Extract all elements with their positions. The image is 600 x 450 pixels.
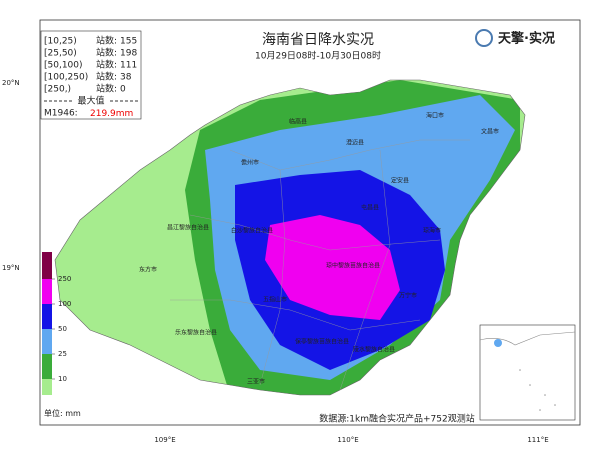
- legend-range: [100,250): [44, 73, 88, 83]
- graticule-labels: 20°N 19°N 109°E 110°E 111°E: [2, 79, 549, 444]
- color-bar-label: 250: [58, 275, 71, 283]
- color-bar-label: 25: [58, 350, 67, 358]
- legend-max-station: M1946:: [44, 109, 78, 119]
- legend-range: [50,100): [44, 61, 83, 71]
- station-legend: [10,25) 站数: 155[25,50) 站数: 198[50,100) 站数: 111…: [44, 35, 138, 119]
- inset-coast: [479, 331, 576, 346]
- color-bar-segment: [42, 279, 52, 304]
- coastline: [54, 79, 526, 396]
- legend-station-label: 站数:: [96, 59, 117, 71]
- place-label: 保亭黎族苗族自治县: [295, 338, 349, 346]
- place-label: 澄迈县: [346, 139, 364, 147]
- source: 数据源:1km融合实况产品+752观测站: [319, 413, 474, 425]
- place-label: 三亚市: [247, 378, 265, 386]
- color-bar-label: 10: [58, 375, 67, 383]
- color-bar-segment: [42, 354, 52, 379]
- place-label: 海口市: [426, 112, 444, 120]
- place-label: 东方市: [139, 266, 157, 274]
- max-unit: mm: [116, 109, 134, 119]
- legend-max-value: 219.9mm: [90, 109, 133, 119]
- subtitle: 10月29日08时-10月30日08时: [255, 50, 381, 62]
- place-label: 文昌市: [481, 128, 499, 136]
- legend-range: [10,25): [44, 37, 77, 47]
- legend-station-label: 站数:: [96, 47, 117, 59]
- max-value: 219.9: [90, 109, 116, 119]
- inset-islands: [519, 369, 556, 411]
- legend-count: 0: [120, 85, 126, 95]
- place-label: 定安县: [391, 177, 409, 185]
- place-label: 白沙黎族自治县: [231, 227, 273, 235]
- legend-range: [25,50): [44, 49, 77, 59]
- unit-label: 单位: mm: [44, 408, 81, 418]
- county-borders: [170, 139, 470, 391]
- place-label: 琼中黎族苗族自治县: [326, 262, 380, 270]
- inset-map: [479, 324, 576, 421]
- color-bar-segment: [42, 252, 52, 279]
- legend-box: [40, 30, 142, 120]
- legend-count: 198: [120, 49, 137, 59]
- place-label: 临高县: [289, 118, 307, 126]
- precip-zone: [265, 215, 400, 320]
- place-label: 五指山市: [263, 296, 287, 304]
- place-label: 陵水黎族自治县: [353, 346, 395, 354]
- logo: 天擎·实况: [498, 31, 555, 47]
- place-label: 万宁市: [399, 292, 417, 300]
- legend-range: [250,): [44, 85, 71, 95]
- place-label: 儋州市: [241, 159, 259, 167]
- legend-station-label: 站数:: [96, 83, 117, 95]
- legend-count: 38: [120, 73, 132, 83]
- legend-count: 155: [120, 37, 137, 47]
- color-bar-segment: [42, 304, 52, 329]
- unit-prefix: 单位:: [44, 408, 63, 418]
- inset-island: [494, 339, 502, 347]
- lon-label: 109°E: [154, 436, 175, 444]
- color-bar-label: 100: [58, 300, 71, 308]
- place-label: 屯昌县: [361, 204, 379, 212]
- color-bar: 10 25 50 100 250: [42, 252, 71, 395]
- color-bar-segment: [42, 379, 52, 395]
- place-label: 琼海市: [423, 227, 441, 235]
- legend-count: 111: [120, 61, 137, 71]
- lat-label: 20°N: [2, 79, 20, 87]
- color-bar-label: 50: [58, 325, 67, 333]
- unit: mm: [65, 409, 81, 418]
- lon-label: 111°E: [527, 436, 548, 444]
- legend-max-title: 最大值: [77, 95, 104, 107]
- lat-label: 19°N: [2, 264, 20, 272]
- place-label: 乐东黎族自治县: [175, 329, 217, 337]
- legend-station-label: 站数:: [96, 71, 117, 83]
- legend-station-label: 站数:: [96, 35, 117, 47]
- logo-icon: [475, 29, 493, 47]
- lon-label: 110°E: [337, 436, 358, 444]
- place-label: 昌江黎族自治县: [167, 224, 209, 232]
- color-bar-segment: [42, 329, 52, 354]
- title: 海南省日降水实况: [262, 32, 374, 48]
